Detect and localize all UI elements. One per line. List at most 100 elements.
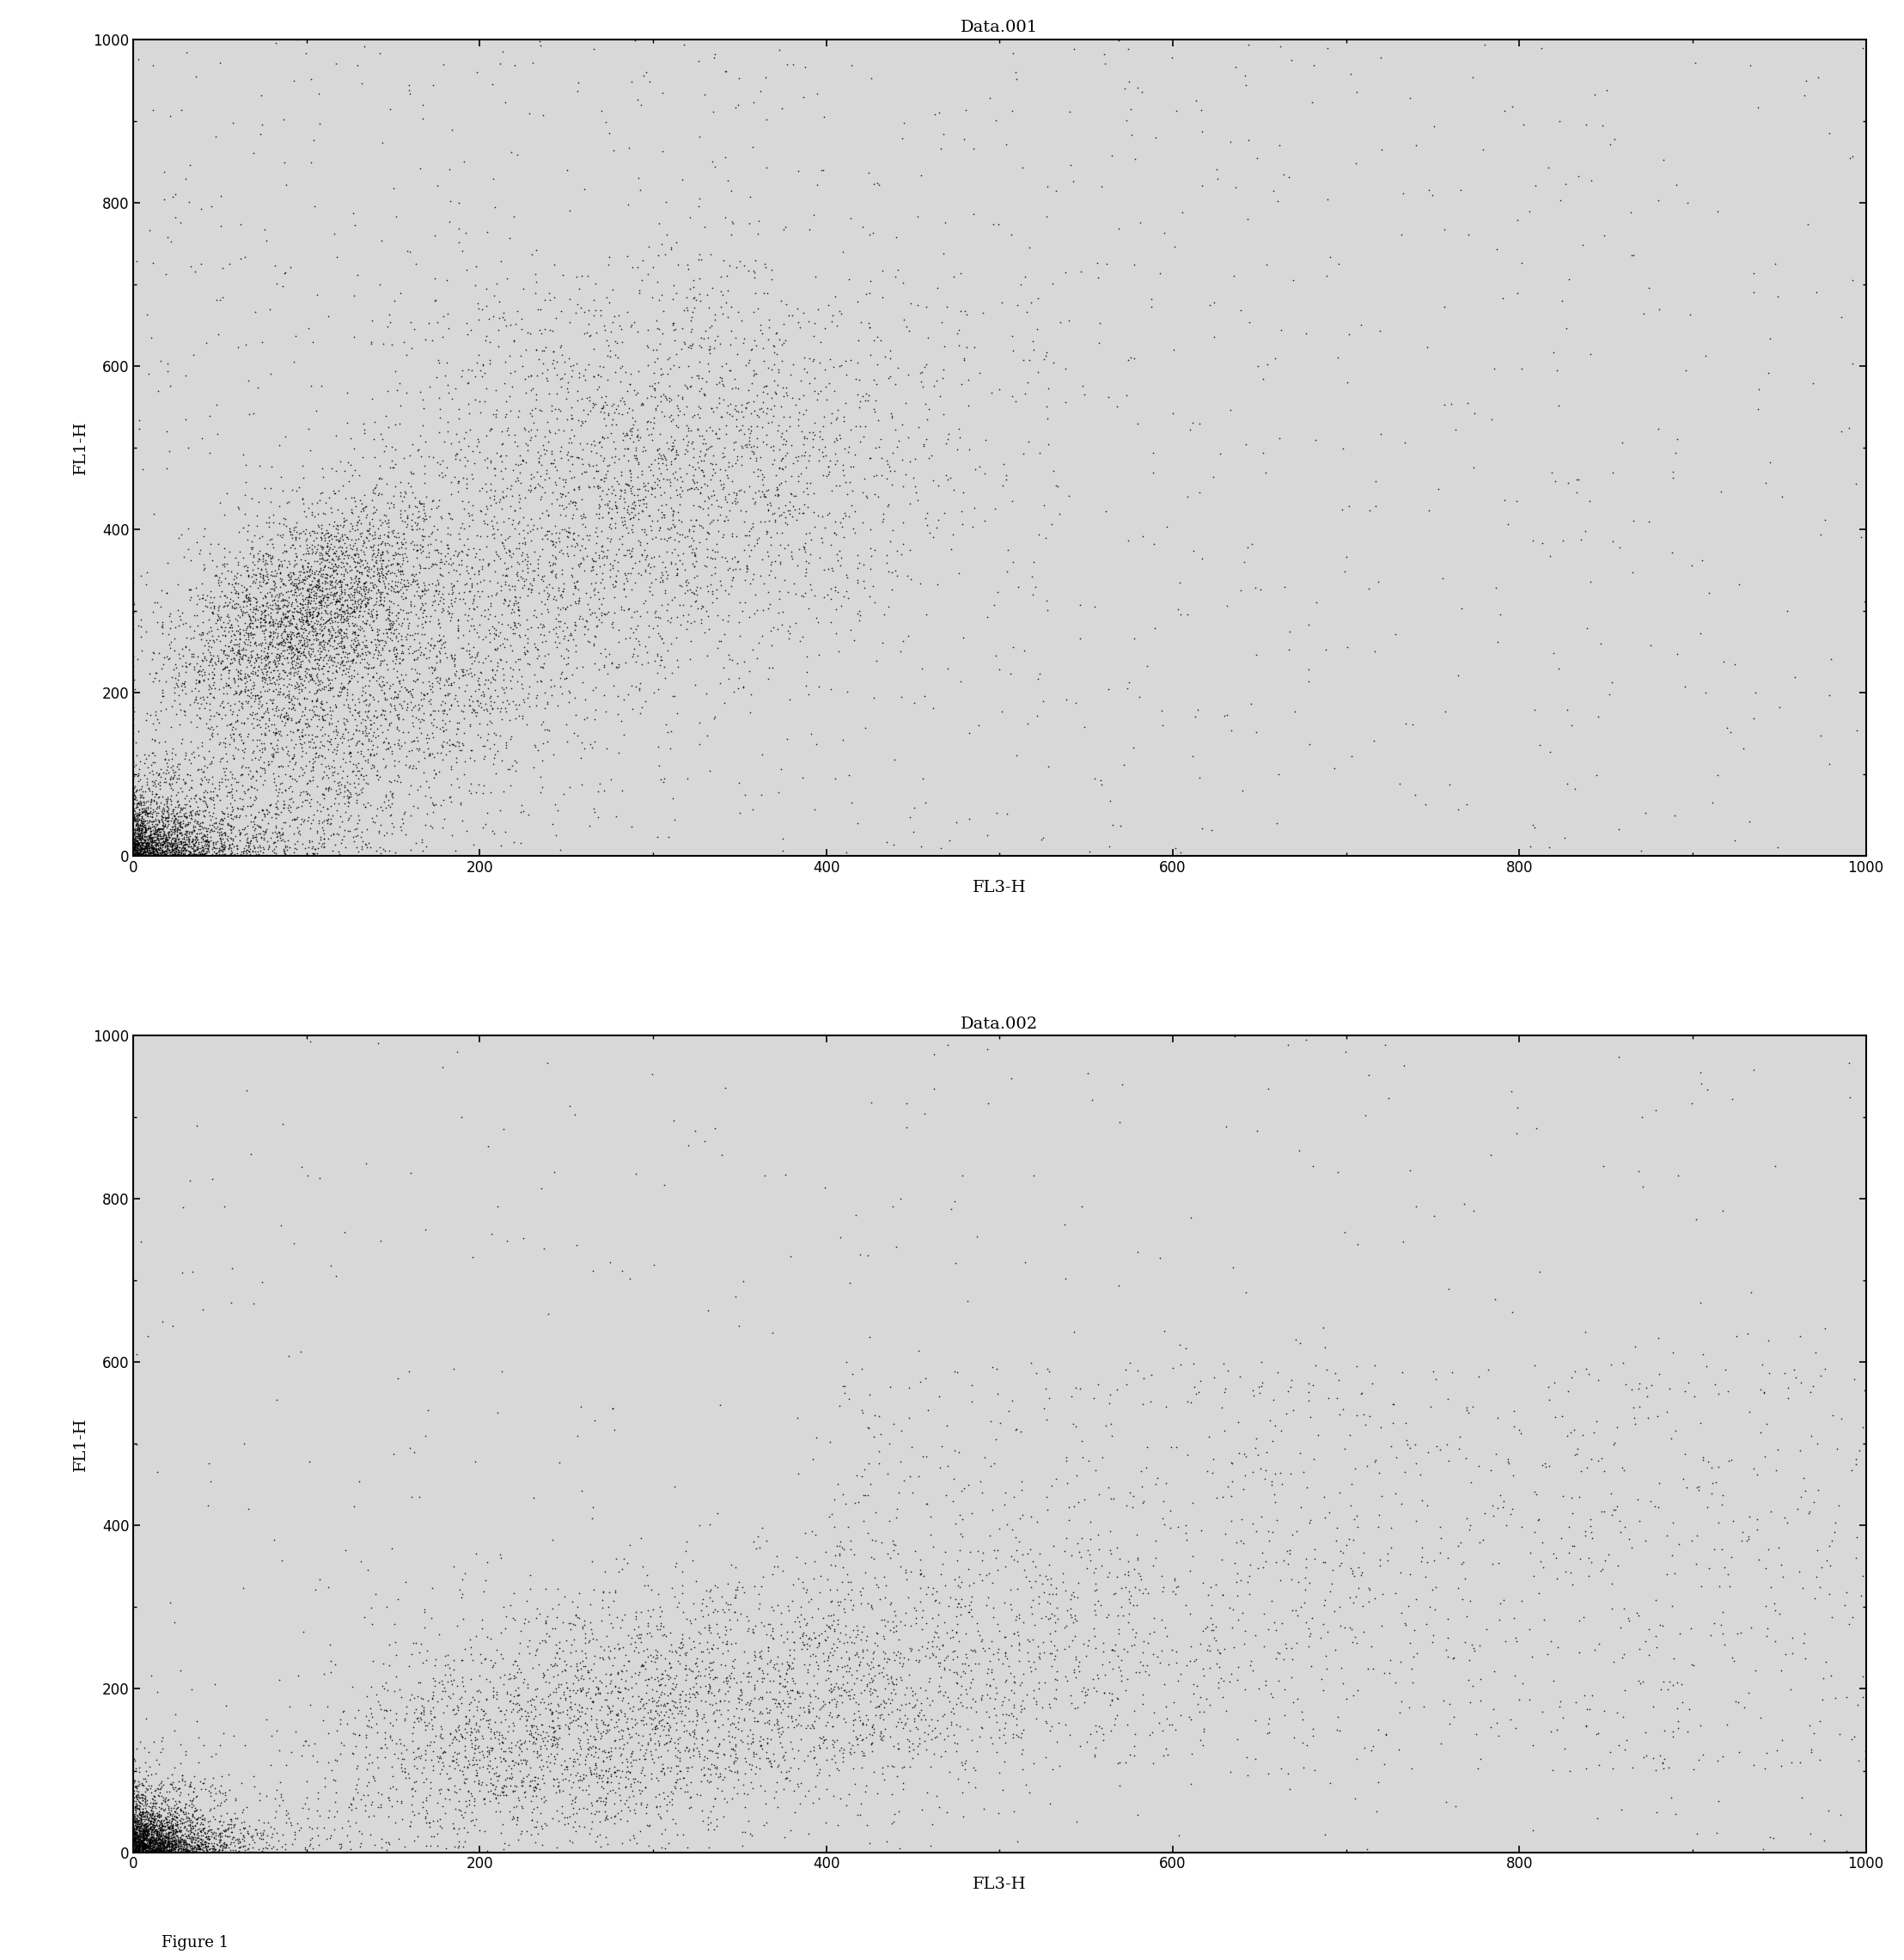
Point (244, 692, 274, 723)
Point (350, 590, 381, 621)
Point (430, 627, 461, 659)
Point (451, 655, 482, 686)
Point (387, 1786, 417, 1817)
Point (169, 657, 200, 688)
Point (135, 823, 166, 855)
Point (482, 692, 512, 723)
Point (318, 545, 348, 576)
Point (248, 1835, 278, 1866)
Point (897, 1727, 927, 1758)
Point (767, 1693, 798, 1725)
Point (499, 610, 529, 641)
Point (486, 1817, 516, 1848)
Point (440, 649, 470, 680)
Point (152, 817, 183, 849)
Point (524, 1719, 554, 1750)
Point (1390, 1049, 1420, 1080)
Point (636, 1725, 666, 1756)
Point (150, 1803, 181, 1835)
Point (179, 1760, 209, 1791)
Point (149, 835, 179, 866)
Point (327, 588, 358, 619)
Point (320, 637, 350, 668)
Point (128, 1829, 158, 1860)
Point (487, 527, 518, 559)
Point (268, 643, 299, 674)
Point (459, 1786, 489, 1817)
Point (360, 568, 390, 600)
Point (139, 819, 169, 851)
Point (428, 1697, 459, 1729)
Point (145, 757, 175, 788)
Point (1755, 1821, 1786, 1852)
Point (645, 1837, 676, 1868)
Point (752, 515, 783, 547)
Point (234, 829, 265, 860)
Point (592, 659, 623, 690)
Point (307, 741, 337, 772)
Point (607, 1254, 638, 1286)
Point (286, 598, 316, 629)
Point (398, 566, 428, 598)
Point (156, 1803, 187, 1835)
Point (767, 1742, 798, 1774)
Point (663, 463, 693, 494)
Point (341, 647, 371, 678)
Point (400, 490, 430, 521)
Point (996, 1593, 1026, 1625)
Point (326, 680, 356, 711)
Point (796, 1601, 826, 1633)
Point (1013, 1646, 1043, 1678)
Point (870, 1570, 901, 1601)
Point (388, 537, 419, 568)
Point (817, 1609, 847, 1641)
Point (236, 1825, 267, 1856)
Point (131, 1829, 162, 1860)
Point (459, 1837, 489, 1868)
Point (160, 1795, 190, 1827)
Point (657, 1637, 687, 1668)
Point (259, 766, 289, 798)
Point (687, 419, 718, 451)
Point (160, 813, 190, 845)
Point (270, 169, 301, 200)
Point (495, 629, 526, 661)
Point (236, 841, 267, 872)
Point (166, 727, 196, 759)
Point (137, 759, 168, 790)
Point (324, 627, 354, 659)
Point (1778, 1354, 1809, 1386)
Point (152, 1819, 183, 1850)
Point (1434, 1384, 1464, 1415)
Point (177, 1811, 208, 1842)
Point (173, 1797, 204, 1829)
Point (322, 719, 352, 751)
Point (764, 1654, 794, 1686)
Point (217, 796, 248, 827)
Point (895, 1735, 925, 1766)
Point (379, 613, 409, 645)
Point (960, 1772, 990, 1803)
Point (882, 1231, 912, 1262)
Point (779, 349, 809, 380)
Point (366, 553, 396, 584)
Point (143, 782, 173, 813)
Point (716, 1707, 746, 1739)
Point (1420, 1431, 1451, 1462)
Point (377, 517, 407, 549)
Point (447, 1578, 478, 1609)
Point (1034, 1788, 1064, 1819)
Point (1455, 1509, 1485, 1541)
Point (371, 1827, 402, 1858)
Point (1748, 1348, 1778, 1380)
Point (289, 545, 320, 576)
Point (746, 459, 777, 490)
Point (729, 417, 760, 449)
Point (169, 1835, 200, 1866)
Point (674, 329, 704, 361)
Point (118, 1823, 149, 1854)
Point (514, 1715, 545, 1746)
Point (147, 831, 177, 862)
Point (276, 657, 307, 688)
Point (162, 1833, 192, 1864)
